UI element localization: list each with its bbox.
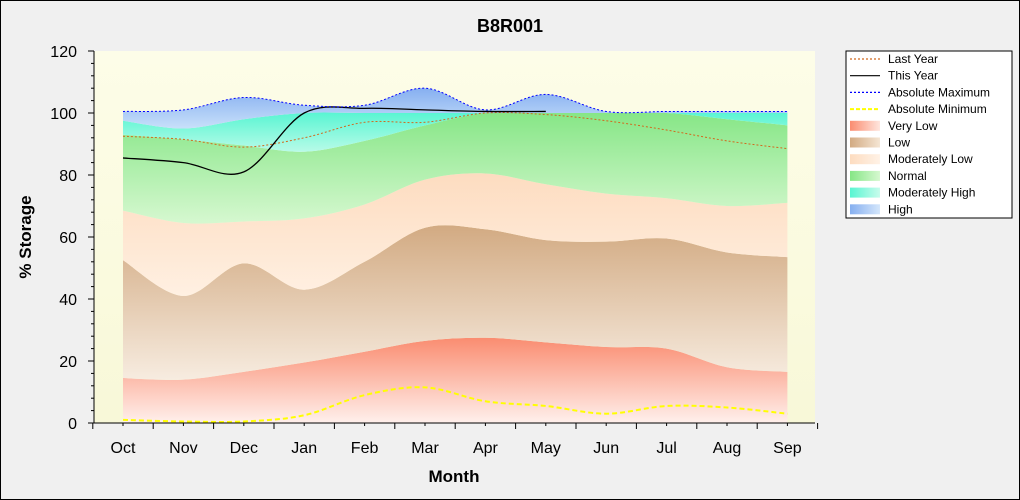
legend-label-normal: Normal [888,169,927,183]
low-band [123,225,788,380]
y-tick-label: 60 [59,230,77,247]
x-tick-label: Oct [111,440,136,457]
y-tick-label: 40 [59,292,77,309]
x-tick-label: Mar [411,440,439,457]
y-tick-label: 80 [59,168,77,185]
legend-swatch-very-low [850,120,880,131]
legend-swatch-normal [850,170,880,181]
legend-label-moderately-low: Moderately Low [888,152,973,166]
x-tick-label: May [531,440,561,457]
absolute-minimum-line [122,386,788,423]
legend-label-last-year: Last Year [888,52,938,66]
x-axis-title: Month [429,467,480,486]
x-tick-label: Nov [169,440,197,457]
legend-label-absolute-minimum: Absolute Minimum [888,102,987,116]
legend-label-this-year: This Year [888,69,938,83]
x-tick-label: Aug [713,440,741,457]
x-tick-label: Sep [773,440,802,457]
last-year-line [122,112,788,150]
y-axis-title: % Storage [16,195,35,278]
high-band [123,88,788,129]
storage-bands [123,88,788,423]
x-tick-label: Jan [291,440,317,457]
legend-label-very-low: Very Low [888,119,938,133]
this-year-line [122,106,546,175]
x-tick-label: Jun [593,440,619,457]
absolute-maximum-line [122,87,788,114]
legend-label-absolute-maximum: Absolute Maximum [888,85,990,99]
y-tick-label: 0 [68,416,77,433]
legend-label-high: High [888,202,913,216]
normal-band [123,112,788,224]
x-tick-label: Feb [351,440,379,457]
y-tick-label: 120 [50,44,77,61]
y-tick-label: 20 [59,354,77,371]
legend-swatch-low [850,137,880,148]
moderately-high-band [123,112,788,152]
y-tick-label: 100 [50,106,77,123]
legend-label-low: Low [888,136,910,150]
x-tick-label: Dec [230,440,258,457]
legend-swatch-moderately-high [850,187,880,198]
chart-title: B8R001 [477,16,543,36]
x-tick-label: Jul [656,440,676,457]
very-low-band [123,337,788,423]
series-lines [122,87,788,423]
legend-swatch-high [850,204,880,215]
axes: 0 20 40 60 80 100 120 Oct Nov Dec Jan Feb Mar Apr May J… [50,44,819,457]
legend: Last Year This Year Absolute Maximum Absolu… [845,50,1013,219]
moderately-low-band [123,173,788,296]
x-tick-label: Apr [473,440,499,457]
legend-label-moderately-high: Moderately High [888,186,975,200]
legend-swatch-moderately-low [850,154,880,165]
legend-box [845,50,1013,219]
